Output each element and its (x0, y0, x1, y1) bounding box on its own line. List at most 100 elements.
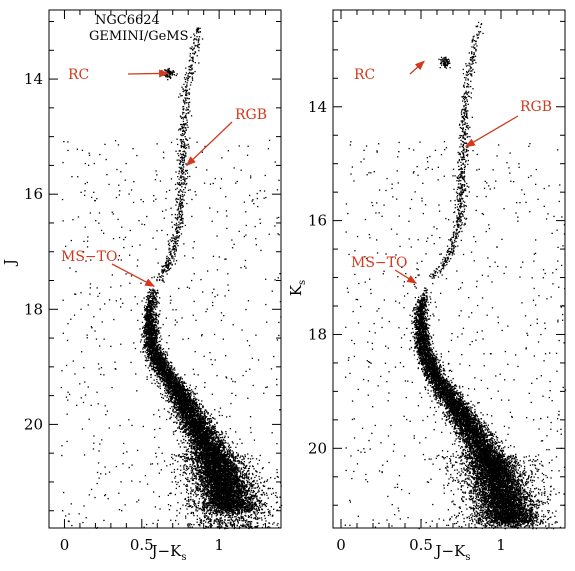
data-point (238, 496, 240, 499)
data-point (211, 435, 213, 437)
data-point (176, 422, 178, 424)
data-point (198, 399, 200, 401)
data-point (179, 421, 181, 423)
data-point (214, 418, 216, 420)
data-point (199, 415, 201, 417)
data-point (222, 446, 224, 449)
data-point (210, 486, 212, 488)
data-point (250, 483, 252, 485)
data-point (202, 450, 204, 452)
data-point (184, 453, 186, 455)
data-point (149, 341, 151, 344)
data-point (248, 508, 251, 510)
data-point (204, 489, 207, 491)
data-point (148, 359, 150, 361)
data-point (152, 351, 155, 353)
data-point (212, 487, 214, 489)
data-point (190, 451, 192, 453)
data-point (180, 440, 182, 442)
data-point (143, 332, 145, 334)
data-point (204, 494, 206, 496)
data-point (155, 314, 157, 316)
data-point (193, 441, 195, 444)
data-point (176, 415, 178, 417)
data-point (166, 400, 169, 402)
data-point (205, 462, 207, 465)
data-point (194, 441, 196, 443)
data-point (246, 484, 248, 486)
data-point (176, 374, 178, 376)
data-point (218, 435, 220, 437)
data-point (147, 326, 149, 329)
data-point (239, 470, 241, 473)
data-point (171, 371, 173, 373)
data-point (205, 496, 207, 498)
data-point (183, 446, 185, 448)
data-point (160, 344, 162, 346)
data-point (164, 390, 166, 392)
data-point (150, 350, 152, 352)
data-point (243, 489, 245, 491)
data-point (143, 336, 145, 338)
data-point (176, 414, 178, 416)
data-point (191, 452, 193, 455)
data-point (234, 471, 236, 473)
data-point (225, 491, 227, 493)
data-point (209, 490, 211, 492)
data-point (199, 477, 201, 479)
data-point (155, 304, 158, 306)
data-point (240, 473, 242, 475)
data-point (250, 482, 253, 484)
data-point (227, 446, 230, 448)
data-point (213, 459, 216, 461)
data-point (155, 333, 157, 335)
data-point (144, 331, 146, 333)
data-point (182, 414, 184, 416)
data-point (191, 451, 193, 453)
data-point (240, 455, 242, 457)
data-point (176, 375, 178, 377)
data-point (161, 396, 163, 399)
data-point (213, 510, 215, 512)
data-point (178, 414, 180, 417)
data-point (142, 326, 144, 328)
data-point (202, 495, 204, 497)
data-point (168, 411, 170, 414)
data-point (174, 475, 177, 478)
data-point (158, 366, 160, 368)
data-point (152, 296, 155, 298)
data-point (157, 322, 159, 325)
data-point (143, 330, 145, 333)
data-point (179, 408, 181, 410)
data-point (209, 419, 211, 421)
data-point (204, 476, 206, 478)
data-point (255, 482, 257, 484)
data-point (204, 476, 207, 479)
data-point (156, 315, 158, 317)
data-point (161, 355, 163, 357)
data-point (168, 395, 170, 398)
data-point (239, 479, 241, 481)
data-point (165, 363, 167, 365)
data-point (149, 303, 151, 306)
data-point (198, 435, 200, 438)
data-point (194, 393, 197, 395)
data-point (243, 484, 245, 487)
data-point (234, 487, 236, 489)
data-point (153, 364, 155, 366)
data-point (148, 342, 150, 345)
data-point (180, 421, 182, 423)
data-point (169, 365, 171, 367)
data-point (214, 432, 216, 434)
data-point (238, 498, 240, 500)
data-point (158, 364, 160, 366)
data-point (153, 295, 155, 298)
data-point (248, 506, 250, 508)
data-point (191, 414, 193, 416)
data-point (153, 371, 156, 373)
data-point (190, 450, 193, 452)
data-point (249, 485, 251, 487)
data-point (197, 415, 199, 417)
data-point (195, 495, 197, 498)
data-point (186, 485, 189, 487)
